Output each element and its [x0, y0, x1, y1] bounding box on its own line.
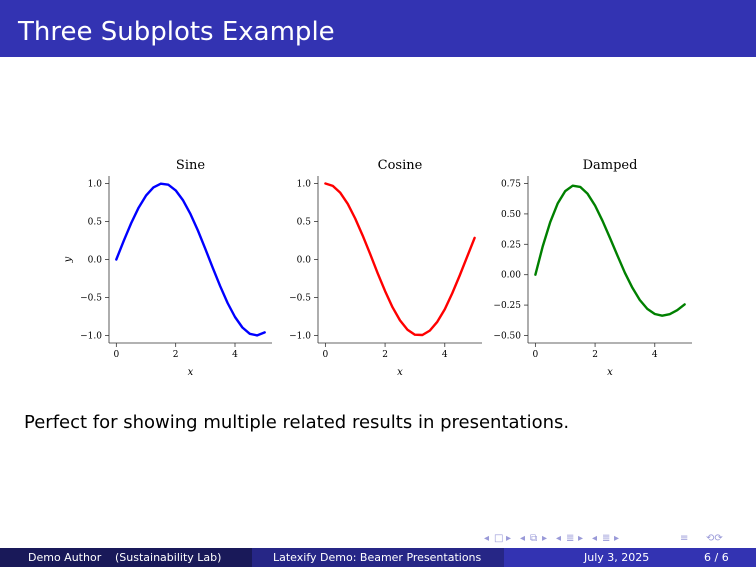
nav-frame-icon[interactable]: □	[494, 533, 504, 544]
footer-date-segment: July 3, 2025 6 / 6	[504, 548, 756, 567]
plot-1-x-tick-label-1: 2	[173, 350, 179, 360]
plot-3-x-tick-label-1: 2	[592, 350, 598, 360]
plot-1-x-tick-label-2: 4	[232, 350, 238, 360]
plot-2-y-tick-label-2: 0.0	[297, 256, 312, 266]
plot-2-y-tick-label-4: 1.0	[297, 180, 312, 190]
plot-2-y-tick-label-3: 0.5	[297, 218, 312, 228]
footer: Demo Author (Sustainability Lab) Latexif…	[0, 548, 756, 567]
plot-1-title: Sine	[176, 158, 205, 173]
nav-presentation-prev-icon[interactable]: ◂	[592, 533, 598, 544]
slide-caption: Perfect for showing multiple related res…	[24, 412, 570, 433]
plot-1-series-line-0	[115, 182, 266, 337]
plot-3-y-tick-label-5: 0.75	[501, 180, 521, 190]
plot-1-y-tick-label-2: 0.0	[88, 256, 103, 266]
plot-3-y-tick-label-2: 0.00	[501, 271, 521, 281]
footer-author: Demo Author	[28, 551, 102, 564]
plot-2-y-tick-label-0: −1.0	[289, 331, 311, 341]
nav-frame-prev-icon[interactable]: ◂	[484, 533, 490, 544]
plot-3-series-line-0	[534, 184, 686, 317]
plot-3-y-tick-label-1: −0.25	[493, 301, 521, 311]
footer-page-number: 6 / 6	[704, 551, 729, 564]
nav-presentation-next-icon[interactable]: ▸	[614, 533, 620, 544]
plot-3-x-label: x	[607, 367, 613, 378]
nav-presentation-icon[interactable]: ≣	[602, 533, 611, 544]
plot-3-y-tick-label-4: 0.50	[501, 210, 521, 220]
footer-presentation-title: Latexify Demo: Beamer Presentations	[273, 551, 482, 564]
nav-section-icon[interactable]: ≣	[566, 533, 575, 544]
plot-3-x-tick-label-0: 0	[533, 350, 539, 360]
title-bar: Three Subplots Example	[0, 0, 756, 57]
nav-search-icon[interactable]: ⟲⟳	[706, 533, 723, 544]
footer-date: July 3, 2025	[584, 551, 650, 564]
nav-subsection-icon[interactable]: ⧉	[530, 533, 538, 544]
footer-institute: (Sustainability Lab)	[115, 551, 222, 564]
plot-3-y-tick-label-3: 0.25	[501, 240, 521, 250]
nav-subsection-prev-icon[interactable]: ◂	[520, 533, 526, 544]
footer-title-segment: Latexify Demo: Beamer Presentations	[252, 548, 504, 567]
plot-1-y-tick-label-0: −1.0	[80, 331, 102, 341]
subplots-figure: Sine 0 2 4 −1.0 −0.5 0.0 0.5 1.0 x y Cosine 0 2 4 −1.0 −…	[63, 158, 692, 378]
nav-frame-next-icon[interactable]: ▸	[506, 533, 512, 544]
plot-2-series-line-0	[324, 182, 476, 337]
plot-2-x-tick-label-1: 2	[382, 350, 388, 360]
plot-1-x-label: x	[188, 367, 194, 378]
plot-1-y-label: y	[63, 256, 74, 263]
slide-title: Three Subplots Example	[18, 17, 335, 47]
nav-appendix-icon[interactable]: ≡	[680, 533, 689, 544]
plot-1-y-tick-label-1: −0.5	[80, 293, 102, 303]
navigation-symbols: ◂ □ ▸ ◂ ⧉ ▸ ◂ ≣ ▸ ◂ ≣ ▸ ≡ ⟲⟳	[484, 532, 744, 546]
nav-section-prev-icon[interactable]: ◂	[556, 533, 562, 544]
plot-2-x-tick-label-2: 4	[442, 350, 448, 360]
nav-section-next-icon[interactable]: ▸	[578, 533, 584, 544]
plot-1-y-tick-label-3: 0.5	[88, 218, 103, 228]
plot-3-title: Damped	[583, 158, 638, 173]
nav-subsection-next-icon[interactable]: ▸	[542, 533, 548, 544]
plot-2-y-tick-label-1: −0.5	[289, 293, 311, 303]
plot-2-title: Cosine	[378, 158, 423, 173]
plot-3-y-tick-label-0: −0.50	[493, 331, 521, 341]
plot-1-x-tick-label-0: 0	[113, 350, 119, 360]
plot-3-x-tick-label-2: 4	[652, 350, 658, 360]
plot-1-y-tick-label-4: 1.0	[88, 180, 103, 190]
plot-2-x-tick-label-0: 0	[323, 350, 329, 360]
plot-2-x-label: x	[397, 367, 403, 378]
footer-author-segment: Demo Author (Sustainability Lab)	[0, 548, 252, 567]
